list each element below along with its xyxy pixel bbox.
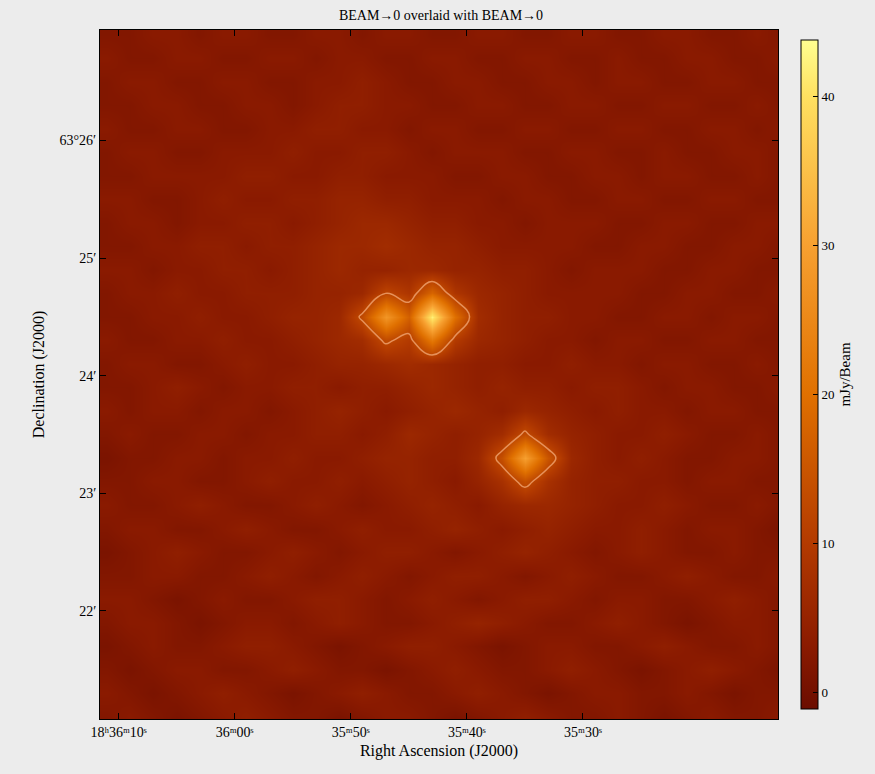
- svg-text:mJy/Beam: mJy/Beam: [837, 342, 853, 406]
- svg-text:36ᵐ00ˢ: 36ᵐ00ˢ: [216, 725, 254, 740]
- svg-text:10: 10: [822, 536, 835, 551]
- svg-text:20: 20: [822, 387, 835, 402]
- svg-text:30: 30: [822, 238, 835, 253]
- svg-text:40: 40: [822, 89, 835, 104]
- svg-text:22′: 22′: [79, 604, 96, 619]
- svg-text:23′: 23′: [79, 486, 96, 501]
- svg-text:24′: 24′: [79, 369, 96, 384]
- svg-text:63°26′: 63°26′: [60, 133, 97, 148]
- svg-text:35ᵐ50ˢ: 35ᵐ50ˢ: [332, 725, 370, 740]
- svg-text:Declination (J2000): Declination (J2000): [30, 311, 48, 439]
- svg-text:35ᵐ40ˢ: 35ᵐ40ˢ: [448, 725, 486, 740]
- svg-text:35ᵐ30ˢ: 35ᵐ30ˢ: [564, 725, 602, 740]
- svg-text:25′: 25′: [79, 251, 96, 266]
- svg-text:Right Ascension (J2000): Right Ascension (J2000): [360, 742, 518, 760]
- svg-text:0: 0: [822, 685, 829, 700]
- svg-text:18ʰ36ᵐ10ˢ: 18ʰ36ᵐ10ˢ: [90, 725, 146, 740]
- svg-text:BEAM→0 overlaid with BEAM→0: BEAM→0 overlaid with BEAM→0: [339, 8, 543, 23]
